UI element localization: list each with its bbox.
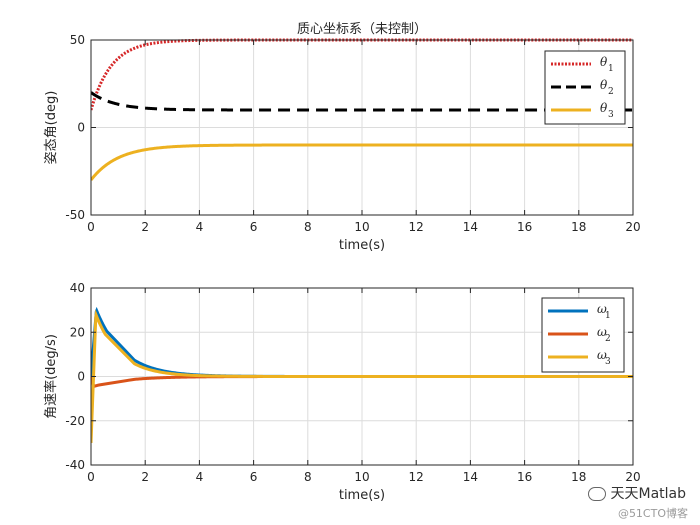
legend-subscript: 1 <box>605 311 611 321</box>
legend: θ 1θ 2θ 3 <box>544 50 626 125</box>
x-axis-label: time(s) <box>339 238 385 253</box>
watermark-sub: @51CTO博客 <box>617 507 688 520</box>
x-tick-label: 8 <box>304 470 312 484</box>
legend-label-θ2: θ <box>600 78 608 92</box>
wechat-icon <box>588 487 607 501</box>
legend-subscript: 2 <box>608 87 614 97</box>
x-tick-label: 20 <box>625 220 640 234</box>
legend-subscript: 2 <box>605 334 611 344</box>
x-tick-label: 2 <box>141 220 149 234</box>
watermark-text: 天天Matlab <box>610 486 686 502</box>
legend-label-ω1: ω <box>597 302 607 316</box>
x-tick-label: 14 <box>463 470 478 484</box>
y-tick-label: 50 <box>70 33 85 47</box>
legend-label-θ1: θ <box>600 55 608 69</box>
x-tick-label: 8 <box>304 220 312 234</box>
y-tick-label: 40 <box>70 281 85 295</box>
legend-subscript: 1 <box>608 64 614 74</box>
x-tick-label: 4 <box>196 470 204 484</box>
x-tick-label: 18 <box>571 220 586 234</box>
x-tick-label: 6 <box>250 470 258 484</box>
x-tick-label: 4 <box>196 220 204 234</box>
x-tick-label: 0 <box>87 220 95 234</box>
x-tick-label: 0 <box>87 470 95 484</box>
x-tick-label: 12 <box>409 470 424 484</box>
x-tick-label: 18 <box>571 470 586 484</box>
legend-label-ω3: ω <box>597 348 607 362</box>
x-tick-label: 14 <box>463 220 478 234</box>
x-tick-label: 2 <box>141 470 149 484</box>
x-tick-label: 10 <box>354 220 369 234</box>
legend-label-θ3: θ <box>600 101 608 115</box>
watermark: 天天Matlab <box>588 483 686 503</box>
x-tick-label: 12 <box>409 220 424 234</box>
y-tick-label: -20 <box>65 414 85 428</box>
y-tick-label: -50 <box>65 208 85 222</box>
y-axis-label: 角速率(deg/s) <box>43 334 59 419</box>
x-tick-label: 20 <box>625 470 640 484</box>
x-axis-label: time(s) <box>339 488 385 503</box>
y-tick-label: 0 <box>77 121 85 135</box>
y-tick-label: -40 <box>65 458 85 472</box>
legend-subscript: 3 <box>608 110 614 120</box>
series-line-θ3 <box>91 143 633 181</box>
subplot-2: 0 2 4 6 8 10 12 14 16 18 20-40-2002040time(s)角速率(d… <box>43 281 641 503</box>
legend-subscript: 3 <box>605 357 611 367</box>
series-line-ω3 <box>91 309 633 443</box>
legend-label-ω2: ω <box>597 325 607 339</box>
subplot-1: 0 2 4 6 8 10 12 14 16 18 20-50050质心坐标系（未控制）time(s)… <box>43 22 641 253</box>
x-tick-label: 6 <box>250 220 258 234</box>
x-tick-label: 16 <box>517 220 532 234</box>
y-axis-label: 姿态角(deg) <box>43 91 59 165</box>
y-tick-label: 20 <box>70 325 85 339</box>
y-tick-label: 0 <box>77 370 85 384</box>
chart-title: 质心坐标系（未控制） <box>297 22 427 37</box>
x-tick-label: 10 <box>354 470 369 484</box>
series-line-θ2 <box>91 91 633 112</box>
x-tick-label: 16 <box>517 470 532 484</box>
